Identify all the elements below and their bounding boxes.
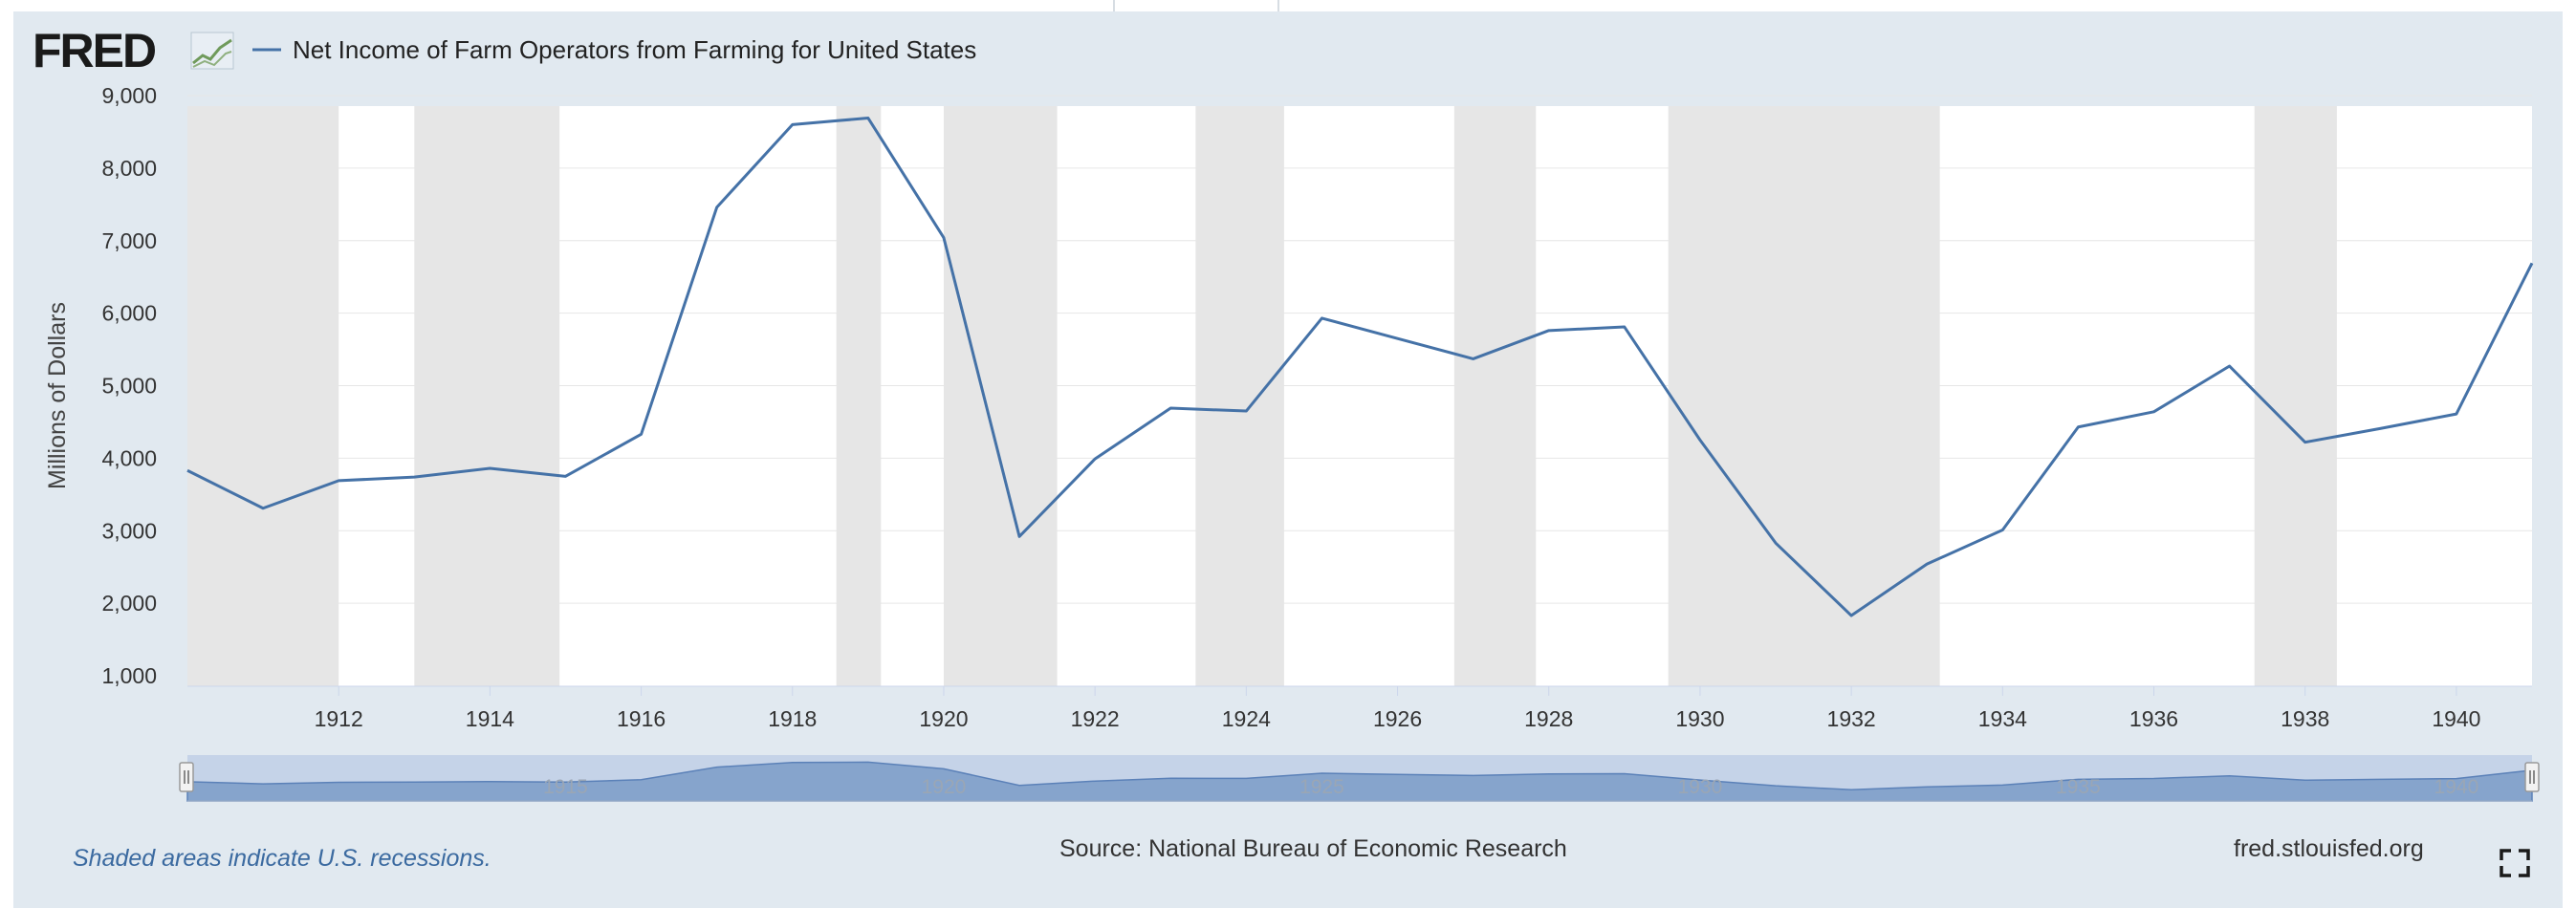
frame-divider [1113,0,1115,11]
data-point[interactable] [411,474,417,480]
legend-label: Net Income of Farm Operators from Farmin… [293,35,976,64]
y-axis: 1,000 2,000 3,000 4,000 5,000 6,000 7,000 8,000… [101,83,157,688]
data-point[interactable] [1395,335,1401,341]
data-point[interactable] [1471,356,1476,361]
data-point[interactable] [1773,540,1779,546]
x-tick-label: 1930 [1675,706,1724,731]
navigator-handle-right[interactable] [2524,762,2540,792]
recession-band [414,106,560,686]
x-tick-label: 1920 [919,706,968,731]
navigator-label: 1925 [1299,776,1344,798]
data-point[interactable] [1924,561,1930,567]
data-point[interactable] [562,473,568,479]
x-tick-label: 1924 [1222,706,1271,731]
y-tick-label: 2,000 [101,591,157,616]
plot-background [187,106,2532,686]
data-point[interactable] [2303,440,2308,445]
x-tick-label: 1926 [1373,706,1422,731]
data-point[interactable] [1848,613,1854,618]
x-tick-label: 1940 [2432,706,2480,731]
source-text: Source: National Bureau of Economic Rese… [1059,835,1567,862]
navigator-labels: 1915 1920 1925 1930 1935 1940 [543,776,2478,798]
data-point[interactable] [1546,328,1552,334]
data-point[interactable] [1092,456,1098,462]
recession-note: Shaded areas indicate U.S. recessions. [73,845,491,872]
data-point[interactable] [1999,527,2005,532]
x-tick-label: 1916 [617,706,666,731]
data-point[interactable] [2378,425,2384,431]
navigator-handle-left[interactable] [179,762,194,792]
data-point[interactable] [2151,409,2157,415]
navigator-label: 1915 [543,776,588,798]
data-point[interactable] [185,467,190,473]
y-axis-title: Millions of Dollars [44,302,71,489]
y-tick-label: 9,000 [101,83,157,108]
x-tick-label: 1918 [768,706,817,731]
recession-band [187,106,339,686]
data-point[interactable] [336,478,341,484]
series-line[interactable] [186,117,2534,617]
frame-divider [1277,0,1279,11]
data-point[interactable] [487,465,492,471]
data-point[interactable] [2075,424,2081,430]
x-tick-label: 1912 [315,706,363,731]
y-tick-label: 1,000 [101,663,157,688]
logo-text: FRED [33,24,156,77]
legend[interactable]: Net Income of Farm Operators from Farmin… [252,35,976,64]
data-point[interactable] [1016,533,1022,539]
y-tick-label: 8,000 [101,156,157,181]
x-tick-label: 1938 [2281,706,2329,731]
navigator-label: 1920 [922,776,967,798]
fred-logo[interactable]: FRED [33,24,158,77]
data-point[interactable] [2227,363,2233,369]
recession-band [836,106,882,686]
line-graph-icon [190,32,234,70]
y-tick-label: 7,000 [101,228,157,253]
data-point[interactable] [865,116,871,121]
x-tick-label: 1934 [1978,706,2027,731]
series-group[interactable] [185,116,2535,619]
data-point[interactable] [1319,315,1324,321]
x-tick-label: 1914 [466,706,514,731]
navigator[interactable]: 1915 1920 1925 1930 1935 1940 [179,755,2540,802]
data-point[interactable] [714,205,720,210]
data-point[interactable] [260,506,266,511]
recession-shading [187,106,2337,686]
recession-band [1195,106,1284,686]
data-point[interactable] [2529,260,2535,266]
data-point[interactable] [2454,411,2459,417]
recession-band [2254,106,2337,686]
data-point[interactable] [790,121,796,127]
x-tick-label: 1936 [2129,706,2178,731]
x-tick-label: 1922 [1071,706,1120,731]
navigator-label: 1930 [1678,776,1723,798]
x-tick-label: 1932 [1827,706,1876,731]
navigator-label: 1935 [2056,776,2101,798]
data-point[interactable] [941,235,947,241]
recession-band [1668,106,1940,686]
x-axis: 1912 1914 1916 1918 1920 1922 1924 1926 1928 1930… [315,686,2480,731]
recession-band [943,106,1058,686]
navigator-label: 1940 [2434,776,2479,798]
y-tick-label: 3,000 [101,518,157,543]
y-tick-label: 5,000 [101,374,157,399]
navigator-series-area [186,761,2533,802]
y-tick-label: 6,000 [101,301,157,326]
fullscreen-icon[interactable] [2500,849,2530,877]
gridlines [187,95,2532,604]
recession-band [1453,106,1537,686]
data-point[interactable] [1697,437,1703,443]
data-point[interactable] [1168,405,1173,411]
site-link[interactable]: fred.stlouisfed.org [2234,835,2424,862]
y-tick-label: 4,000 [101,445,157,470]
x-tick-label: 1928 [1524,706,1573,731]
data-point[interactable] [1243,408,1249,414]
data-point[interactable] [1622,324,1627,330]
data-point[interactable] [639,431,644,437]
